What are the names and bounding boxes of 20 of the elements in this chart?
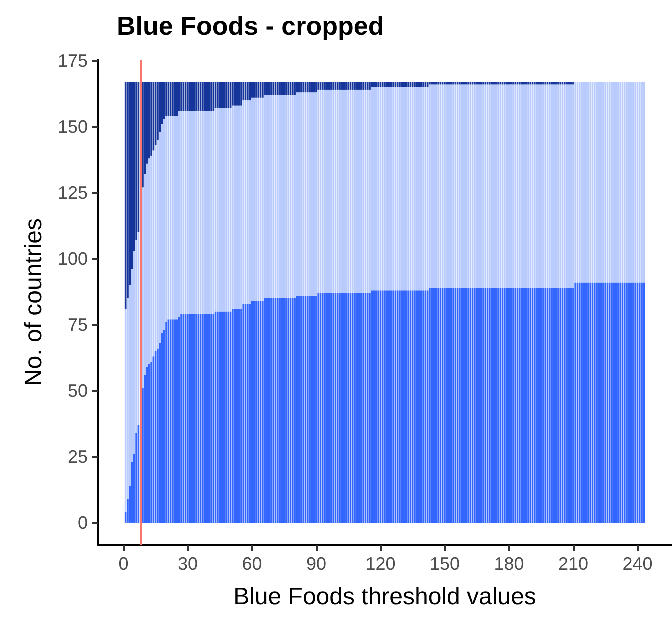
x-tick-label: 240 [622, 554, 653, 574]
x-tick-label: 180 [494, 554, 524, 574]
x-tick-label: 210 [558, 554, 588, 574]
y-tick-label: 0 [78, 512, 88, 533]
chart-title: Blue Foods - cropped [117, 11, 384, 41]
x-tick-label: 0 [118, 554, 129, 574]
x-tick-label: 120 [366, 554, 396, 574]
x-tick-label: 60 [242, 554, 262, 574]
y-tick-label: 50 [68, 380, 88, 401]
y-tick-label: 125 [58, 182, 88, 203]
x-axis-title: Blue Foods threshold values [234, 584, 536, 610]
y-tick-label: 25 [68, 446, 88, 467]
x-tick-label: 150 [430, 554, 460, 574]
y-tick-label: 175 [58, 50, 88, 71]
y-axis-title: No. of countries [20, 218, 48, 387]
y-tick-label: 150 [58, 116, 88, 137]
y-tick-label: 75 [68, 314, 88, 335]
y-tick-label: 100 [58, 248, 88, 269]
x-tick-label: 30 [178, 554, 198, 574]
x-tick-label: 90 [306, 554, 326, 574]
